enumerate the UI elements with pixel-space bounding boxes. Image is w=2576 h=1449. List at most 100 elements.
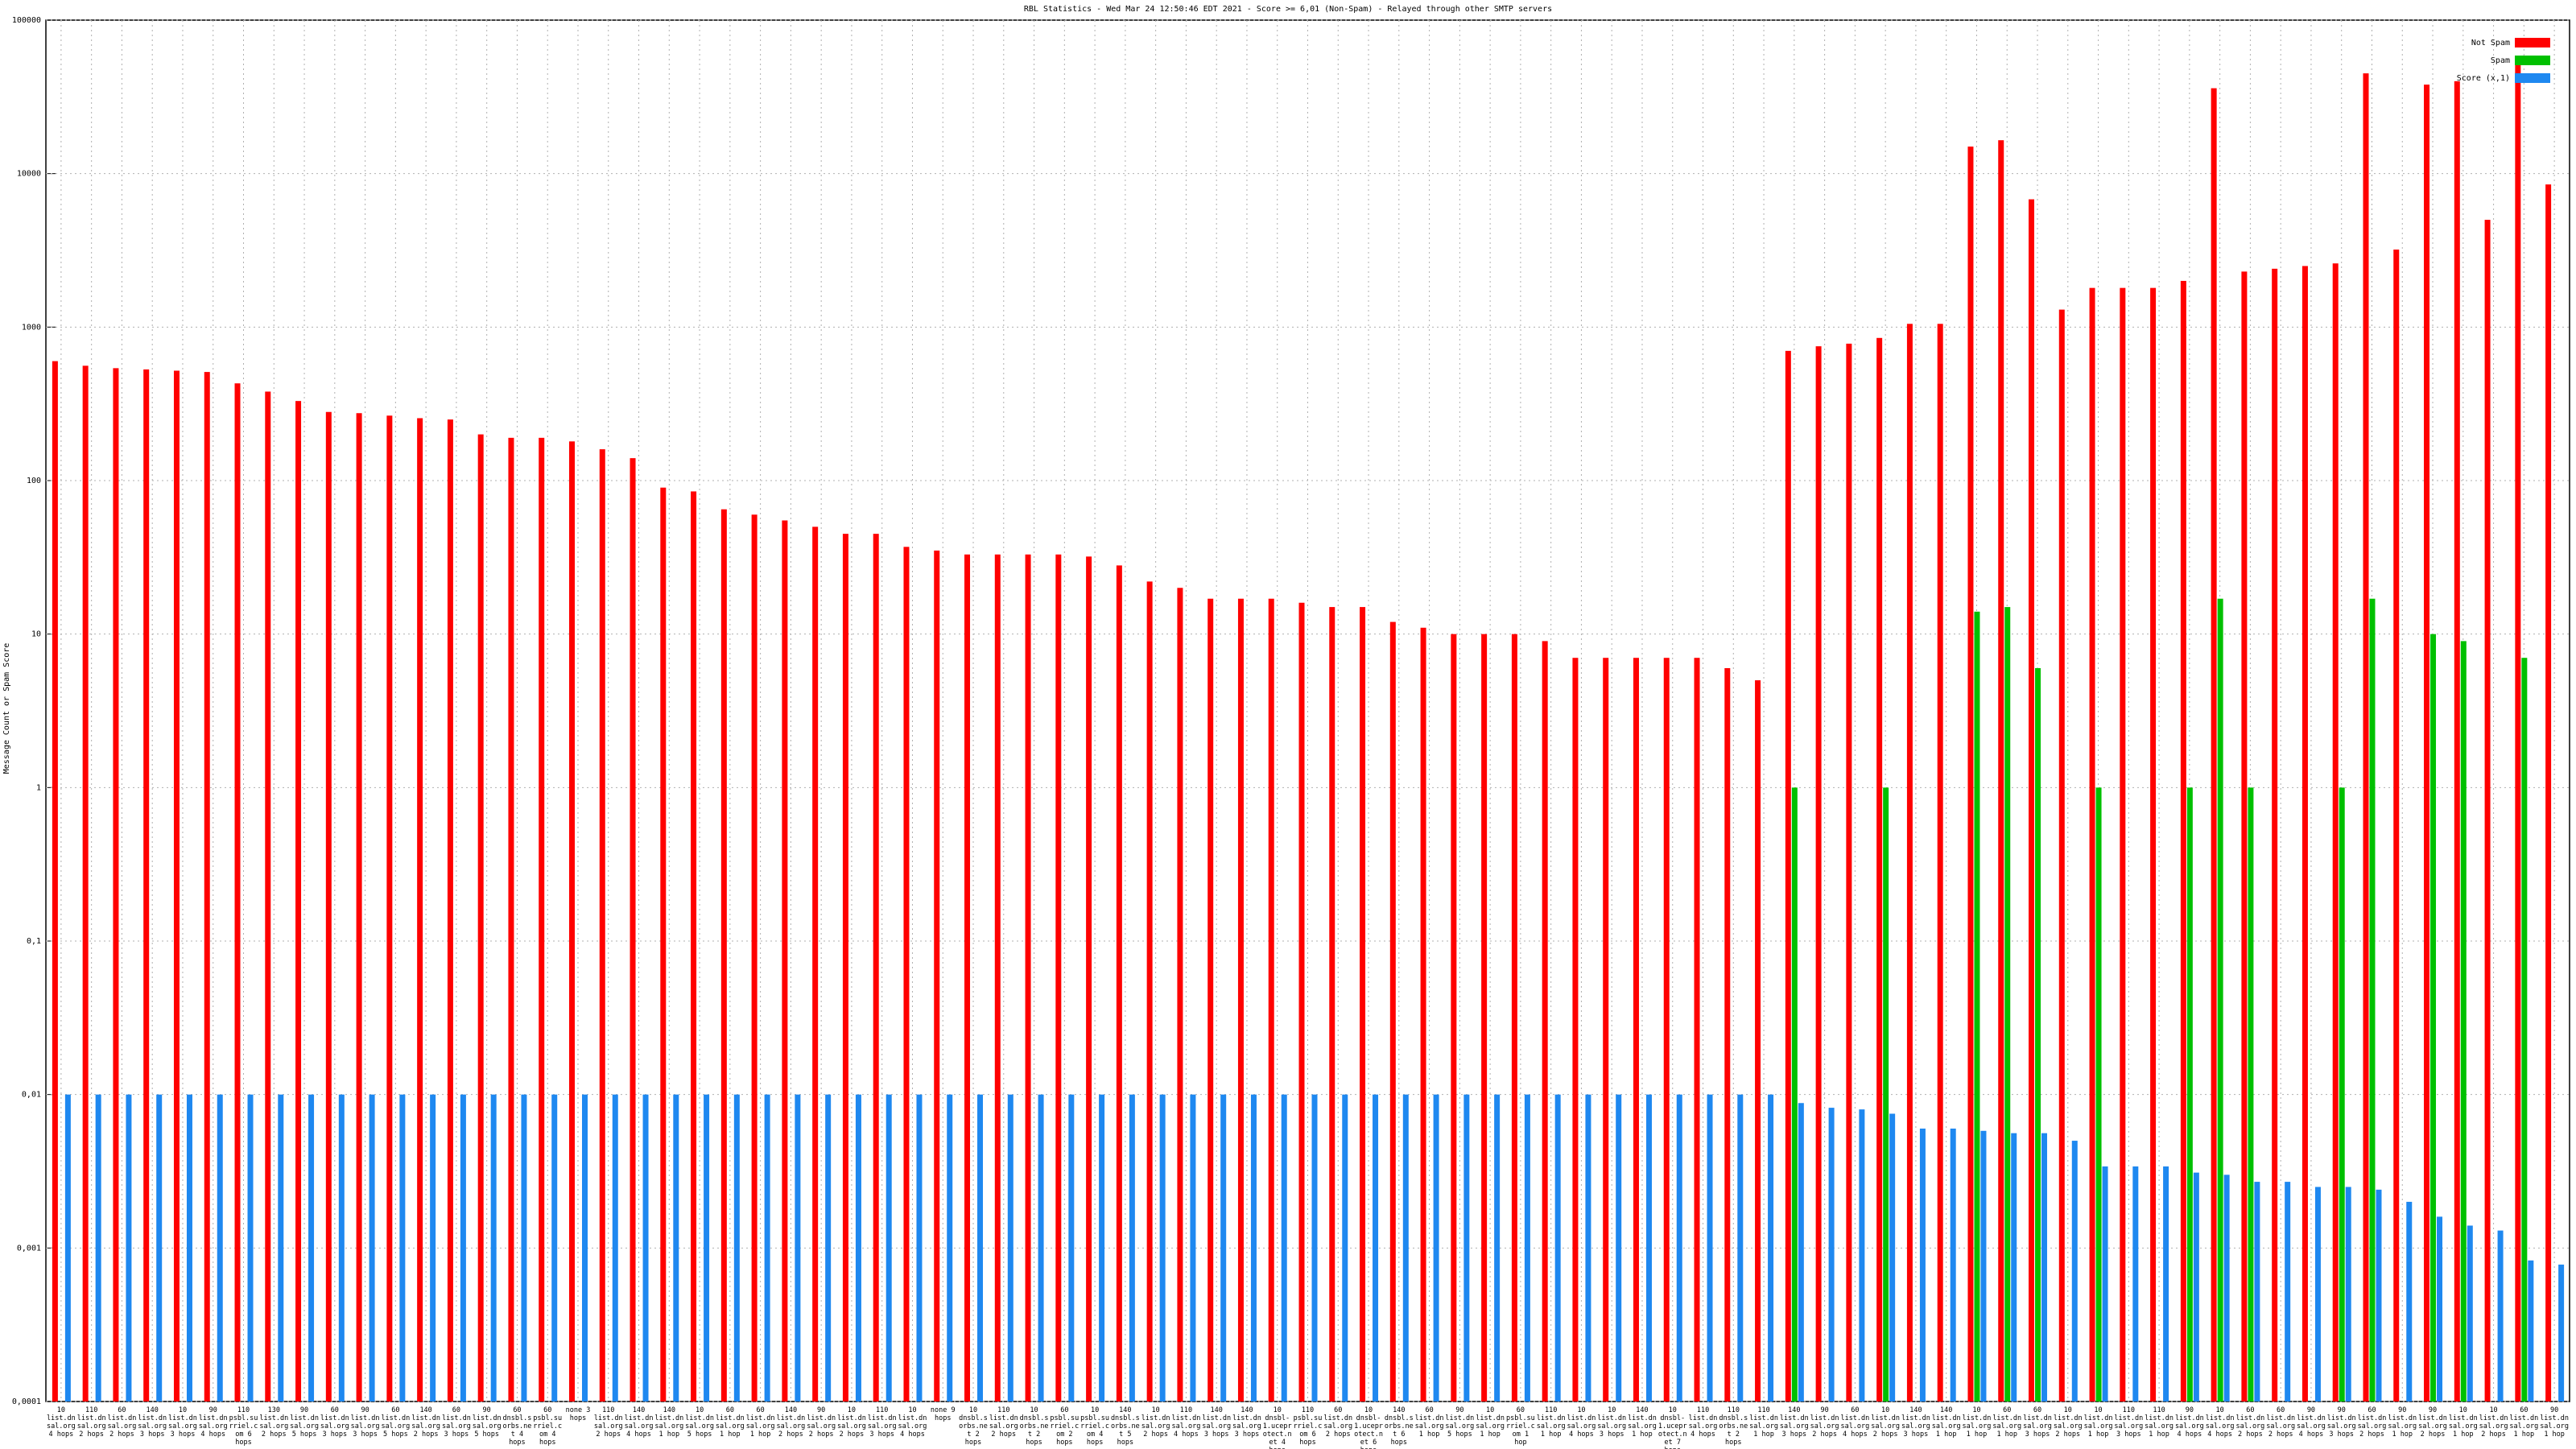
y-tick-label: 100000 xyxy=(12,16,41,25)
bar xyxy=(2029,199,2035,1402)
y-tick-label: 10000 xyxy=(17,170,41,179)
bar xyxy=(1116,565,1122,1402)
bar xyxy=(1694,658,1700,1402)
bar xyxy=(1402,1094,1409,1402)
bar xyxy=(1876,337,1883,1402)
bar xyxy=(2369,598,2376,1402)
bar xyxy=(599,449,605,1402)
bar xyxy=(460,1094,466,1402)
bar xyxy=(399,1094,406,1402)
y-tick-label: 0,0001 xyxy=(12,1397,41,1406)
bar xyxy=(2314,1187,2321,1402)
bar xyxy=(204,372,210,1402)
bar xyxy=(52,361,58,1402)
x-tick-label: 10 list.dnsal.org 5 hops xyxy=(685,1406,714,1439)
bar xyxy=(2376,1189,2382,1402)
bar xyxy=(1737,1094,1744,1402)
bar xyxy=(1663,658,1670,1402)
bar xyxy=(2132,1166,2139,1402)
bar xyxy=(2095,787,2102,1402)
x-tick-label: 60 list.dnsal.org 5 hops xyxy=(381,1406,411,1439)
bar xyxy=(1645,1094,1652,1402)
x-tick-label: 90 list.dnsal.org 2 hops xyxy=(1810,1406,1839,1439)
legend-swatch xyxy=(2515,38,2550,47)
bar xyxy=(1281,1094,1287,1402)
bar xyxy=(1974,611,1980,1402)
x-tick-label: 10 list.dnsal.org 4 hops xyxy=(898,1406,927,1439)
bar xyxy=(581,1094,588,1402)
bar xyxy=(1389,621,1396,1402)
x-tick-label: 110 list.dnsal.org 4 hops xyxy=(1688,1406,1718,1439)
bar xyxy=(1828,1108,1835,1402)
x-tick-label: 90 list.dnsal.org 4 hops xyxy=(2297,1406,2326,1439)
x-tick-label: 140 list.dnsal.org 3 hops xyxy=(1901,1406,1930,1439)
bar xyxy=(1494,1094,1501,1402)
bar xyxy=(539,437,545,1402)
x-tick-label: 140 list.dnsal.org 3 hops xyxy=(1232,1406,1261,1439)
x-tick-label: 110 psbl.surriel.com 6 hops xyxy=(229,1406,258,1447)
x-tick-label: 60 list.dnsal.org 2 hops xyxy=(1323,1406,1353,1439)
bar xyxy=(386,415,393,1402)
bar xyxy=(994,554,1001,1402)
bar xyxy=(2102,1166,2108,1402)
bar xyxy=(2163,1166,2169,1402)
x-tick-label: 90 list.dnsal.org 5 hops xyxy=(290,1406,319,1439)
x-tick-label: 10 dnsbl-1.uceprotect.net 4 hops xyxy=(1262,1406,1292,1449)
x-tick-label: 10 list.dnsal.org 1 hop xyxy=(1962,1406,1992,1439)
bar xyxy=(2497,1230,2504,1402)
bar xyxy=(842,534,848,1402)
x-tick-label: 90 list.dnsal.org 1 hop xyxy=(2540,1406,2570,1439)
x-tick-label: 90 list.dnsal.org 1 hop xyxy=(2388,1406,2417,1439)
x-tick-label: 90 list.dnsal.org 2 hops xyxy=(2418,1406,2447,1439)
bar xyxy=(1268,598,1274,1402)
bar xyxy=(873,534,879,1402)
bar xyxy=(2467,1225,2473,1402)
bar xyxy=(2285,1182,2291,1402)
bar xyxy=(2430,634,2437,1402)
x-tick-label: 60 list.dnsal.org 2 hops xyxy=(2357,1406,2387,1439)
bar xyxy=(764,1094,770,1402)
legend-label: Spam xyxy=(2491,56,2510,65)
x-tick-label: 10 psbl.surriel.com 4 hops xyxy=(1080,1406,1109,1447)
bar xyxy=(1099,1094,1105,1402)
y-tick-label: 100 xyxy=(27,477,41,485)
bar xyxy=(964,554,971,1402)
bar xyxy=(1603,658,1609,1402)
bar xyxy=(720,509,727,1402)
bar xyxy=(417,418,423,1402)
x-tick-label: 140 list.dnsal.org 1 hop xyxy=(1628,1406,1657,1439)
bar xyxy=(673,1094,679,1402)
x-tick-label: 140 list.dnsal.org 3 hops xyxy=(1202,1406,1232,1439)
bar xyxy=(308,1094,315,1402)
bar xyxy=(1451,634,1457,1402)
x-tick-label: 10 list.dnsal.org 2 hops xyxy=(2053,1406,2083,1439)
x-tick-label: 110 list.dnsal.org 2 hops xyxy=(593,1406,623,1439)
bar xyxy=(2424,85,2430,1402)
bar xyxy=(1554,1094,1561,1402)
bar xyxy=(2217,598,2223,1402)
bar xyxy=(947,1094,953,1402)
bar xyxy=(1420,627,1426,1402)
y-axis-label: Message Count or Spam Score xyxy=(2,643,11,774)
x-tick-label: 10 list.dnsal.org 2 hops xyxy=(837,1406,866,1439)
x-tick-label: 110 list.dnsal.org 1 hop xyxy=(1749,1406,1778,1439)
x-tick-label: 10 list.dnsal.org 4 hops xyxy=(1567,1406,1596,1439)
x-tick-label: 140 list.dnsal.org 1 hop xyxy=(1931,1406,1961,1439)
x-tick-label: 10 list.dnsal.org 2 hops xyxy=(2479,1406,2508,1439)
x-tick-label: 10 list.dnsal.org 3 hops xyxy=(1597,1406,1627,1439)
bar xyxy=(660,487,667,1402)
bar xyxy=(173,370,180,1402)
bar xyxy=(733,1094,740,1402)
bar xyxy=(1859,1109,1865,1402)
bar xyxy=(2193,1172,2199,1402)
x-tick-label: 10 dnsbl.sorbs.net 2 hops xyxy=(959,1406,988,1447)
bar xyxy=(1768,1094,1774,1402)
x-tick-label: 60 list.dnsal.org 2 hops xyxy=(107,1406,137,1439)
x-tick-label: 90 list.dnsal.org 5 hops xyxy=(472,1406,502,1439)
bar xyxy=(1889,1113,1896,1402)
bar xyxy=(1616,1094,1622,1402)
bar xyxy=(551,1094,558,1402)
bar xyxy=(2120,287,2126,1402)
bar xyxy=(2150,287,2157,1402)
bar xyxy=(156,1094,163,1402)
